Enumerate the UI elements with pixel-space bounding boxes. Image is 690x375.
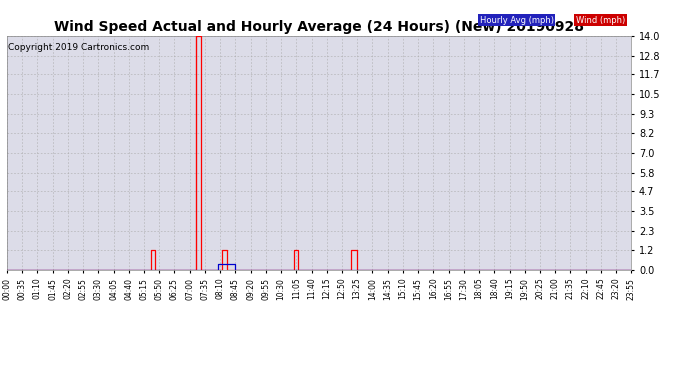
- Text: Hourly Avg (mph): Hourly Avg (mph): [480, 16, 553, 25]
- Title: Wind Speed Actual and Hourly Average (24 Hours) (New) 20190928: Wind Speed Actual and Hourly Average (24…: [54, 21, 584, 34]
- Text: Wind (mph): Wind (mph): [576, 16, 625, 25]
- Text: Copyright 2019 Cartronics.com: Copyright 2019 Cartronics.com: [8, 43, 149, 52]
